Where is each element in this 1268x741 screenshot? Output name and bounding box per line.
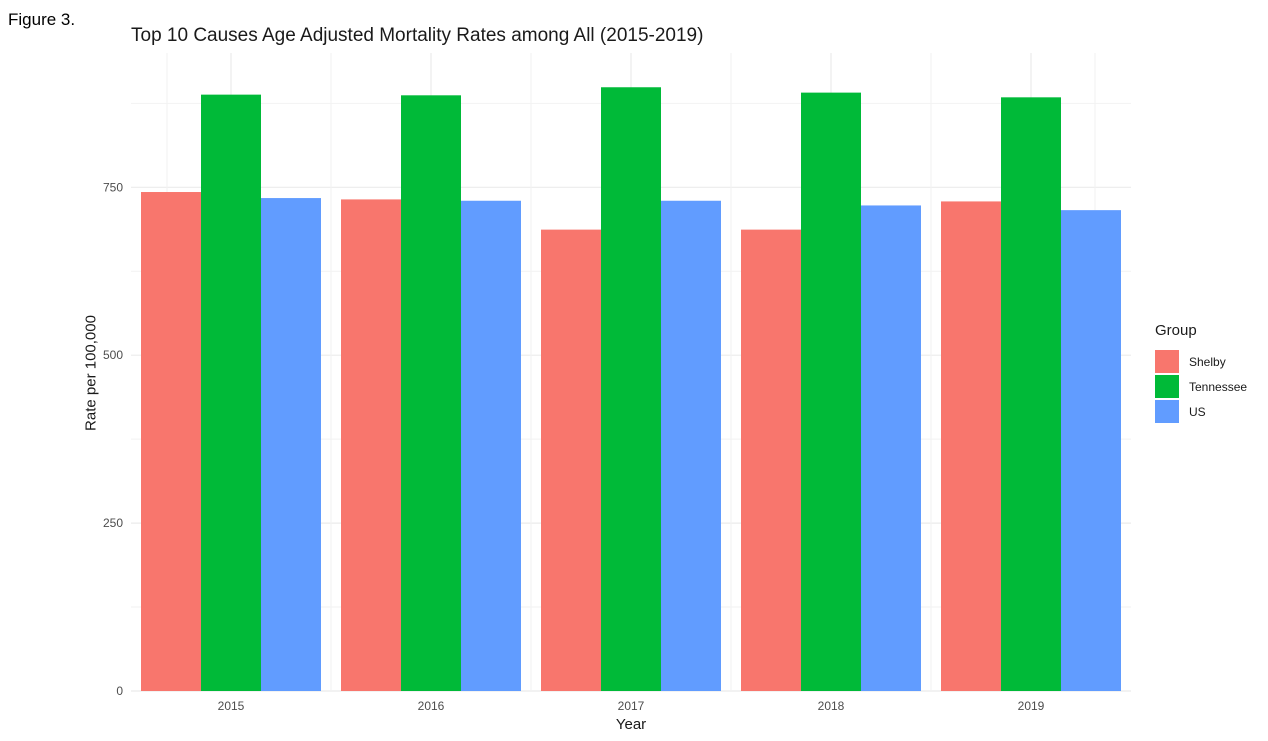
x-axis-title: Year [615, 716, 647, 733]
legend-swatch-shelby [1155, 350, 1179, 373]
bar-tennessee-2016 [401, 95, 461, 692]
bar-us-2016 [461, 200, 521, 691]
bar-us-2015 [261, 198, 321, 692]
bar-tennessee-2018 [801, 92, 861, 691]
bar-shelby-2016 [341, 199, 401, 691]
bar-tennessee-2015 [201, 94, 261, 692]
bar-us-2018 [861, 205, 921, 691]
bar-shelby-2018 [741, 229, 801, 692]
legend-label-tennessee: Tennessee [1189, 379, 1248, 394]
y-tick-label: 750 [103, 180, 123, 194]
x-tick-label: 2015 [218, 699, 245, 713]
bar-shelby-2019 [941, 201, 1001, 691]
bar-tennessee-2019 [1001, 97, 1061, 691]
legend-swatch-us [1155, 400, 1179, 423]
x-tick-label: 2018 [818, 699, 845, 713]
legend-item-tennessee: Tennessee [1155, 374, 1247, 399]
legend-title: Group [1155, 322, 1197, 339]
legend-item-shelby: Shelby [1155, 349, 1247, 374]
legend-label-us: US [1189, 404, 1206, 419]
x-tick-label: 2017 [618, 699, 645, 713]
bar-us-2019 [1061, 210, 1121, 691]
legend-item-us: US [1155, 399, 1247, 424]
y-tick-label: 500 [103, 348, 123, 362]
x-tick-label: 2019 [1018, 699, 1045, 713]
legend-label-shelby: Shelby [1189, 354, 1226, 369]
bar-shelby-2017 [541, 229, 601, 692]
legend-swatch-tennessee [1155, 375, 1179, 398]
figure-label: Figure 3. [8, 10, 76, 29]
bar-tennessee-2017 [601, 87, 661, 691]
legend: Group Shelby Tennessee US [1155, 322, 1247, 424]
y-tick-label: 0 [116, 684, 123, 698]
y-tick-label: 250 [103, 516, 123, 530]
chart-title: Top 10 Causes Age Adjusted Mortality Rat… [131, 25, 704, 46]
bar-shelby-2015 [141, 192, 201, 691]
bar-us-2017 [661, 200, 721, 691]
x-tick-label: 2016 [418, 699, 445, 713]
